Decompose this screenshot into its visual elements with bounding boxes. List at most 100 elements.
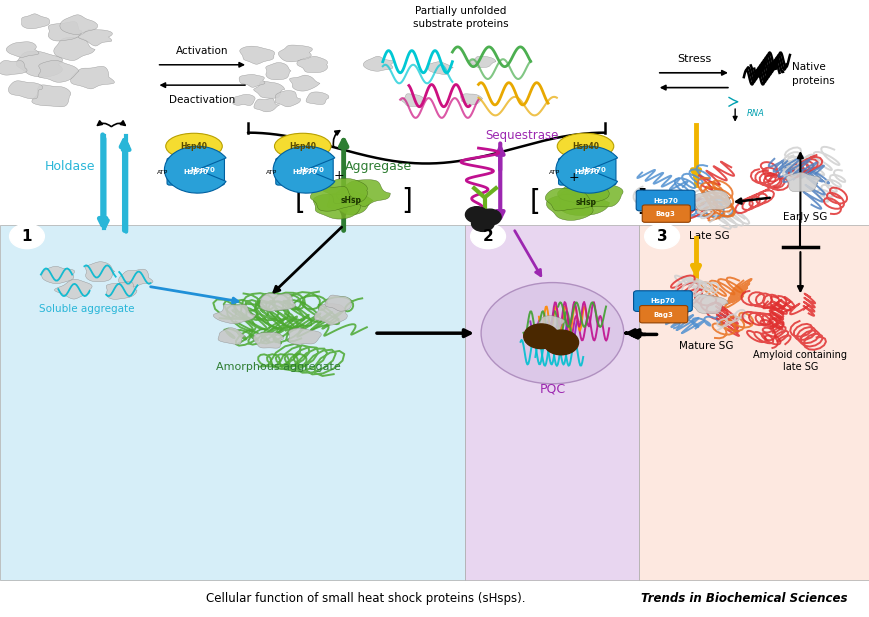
Text: Hsp70: Hsp70 — [574, 169, 599, 175]
Polygon shape — [22, 14, 50, 29]
Text: [: [ — [529, 188, 540, 217]
Text: Sequestrase: Sequestrase — [485, 129, 558, 143]
Text: Native
proteins: Native proteins — [791, 62, 833, 86]
Polygon shape — [322, 178, 367, 204]
FancyBboxPatch shape — [167, 158, 224, 185]
FancyBboxPatch shape — [633, 291, 692, 312]
Text: Late SG: Late SG — [688, 231, 728, 241]
Text: Holdase: Holdase — [44, 160, 95, 173]
Polygon shape — [254, 98, 279, 112]
Polygon shape — [460, 94, 482, 105]
Polygon shape — [288, 328, 321, 344]
Ellipse shape — [165, 133, 222, 159]
Polygon shape — [693, 190, 730, 210]
Polygon shape — [428, 62, 453, 75]
Text: sHsp: sHsp — [341, 196, 362, 205]
Circle shape — [644, 224, 679, 249]
Polygon shape — [42, 267, 75, 284]
Text: sHsp: sHsp — [575, 198, 596, 207]
Text: Aggregase: Aggregase — [344, 160, 412, 173]
Polygon shape — [325, 295, 351, 311]
Wedge shape — [555, 146, 617, 193]
FancyBboxPatch shape — [639, 305, 687, 323]
Text: Soluble aggregate: Soluble aggregate — [39, 304, 135, 313]
Polygon shape — [296, 56, 328, 73]
Text: Hsp70: Hsp70 — [292, 169, 316, 175]
Polygon shape — [278, 45, 312, 62]
Polygon shape — [546, 194, 593, 220]
Polygon shape — [253, 333, 283, 348]
Text: Partially unfolded
substrate proteins: Partially unfolded substrate proteins — [413, 6, 508, 30]
Polygon shape — [106, 281, 136, 299]
Polygon shape — [60, 15, 97, 35]
Text: Hsp70: Hsp70 — [650, 298, 674, 304]
Bar — [639, 225, 869, 580]
Polygon shape — [266, 62, 290, 80]
Circle shape — [465, 207, 488, 223]
Polygon shape — [0, 60, 27, 75]
Polygon shape — [306, 92, 328, 104]
Text: +: + — [568, 171, 579, 184]
Text: Activation: Activation — [176, 46, 228, 56]
Polygon shape — [54, 38, 95, 60]
Text: Early SG: Early SG — [781, 212, 826, 222]
FancyBboxPatch shape — [558, 158, 615, 185]
Circle shape — [470, 224, 505, 249]
Text: Hsp70: Hsp70 — [581, 167, 606, 173]
Text: Trends in Biochemical Sciences: Trends in Biochemical Sciences — [640, 592, 846, 605]
Polygon shape — [85, 262, 115, 282]
Polygon shape — [275, 91, 300, 107]
Text: Mature SG: Mature SG — [679, 341, 733, 350]
Polygon shape — [70, 67, 115, 89]
Circle shape — [471, 215, 494, 231]
Polygon shape — [558, 190, 608, 215]
Polygon shape — [690, 294, 727, 313]
Text: 1: 1 — [22, 229, 32, 244]
Polygon shape — [32, 85, 70, 107]
Polygon shape — [213, 304, 255, 324]
Text: ATP: ATP — [548, 170, 559, 175]
Circle shape — [543, 330, 578, 355]
Polygon shape — [17, 51, 63, 77]
Polygon shape — [48, 22, 82, 41]
Polygon shape — [401, 94, 424, 107]
Ellipse shape — [557, 133, 614, 159]
Ellipse shape — [275, 133, 330, 159]
Wedge shape — [273, 146, 335, 193]
Text: 2: 2 — [482, 229, 493, 244]
Text: +: + — [334, 169, 344, 183]
Text: Hsp70: Hsp70 — [190, 167, 215, 173]
Polygon shape — [545, 188, 593, 211]
Polygon shape — [327, 189, 373, 215]
Text: Hsp70: Hsp70 — [299, 167, 323, 173]
Polygon shape — [313, 194, 361, 219]
Text: Hsp70: Hsp70 — [653, 197, 677, 204]
Polygon shape — [218, 328, 245, 344]
Polygon shape — [240, 46, 275, 64]
Bar — [0, 225, 465, 580]
Polygon shape — [557, 179, 608, 205]
Polygon shape — [260, 293, 295, 311]
Text: ATP: ATP — [266, 170, 276, 175]
Polygon shape — [310, 186, 357, 211]
Polygon shape — [118, 269, 153, 287]
Text: Cellular function of small heat shock proteins (sHsps).: Cellular function of small heat shock pr… — [205, 592, 525, 605]
Polygon shape — [254, 81, 284, 98]
Polygon shape — [78, 30, 112, 46]
Text: Amorphous aggregate: Amorphous aggregate — [216, 362, 341, 372]
Polygon shape — [9, 81, 43, 99]
Text: ]: ] — [636, 188, 647, 217]
Text: Amyloid containing
late SG: Amyloid containing late SG — [753, 350, 846, 372]
Text: Deactivation: Deactivation — [169, 95, 235, 105]
Circle shape — [481, 283, 623, 384]
Polygon shape — [38, 60, 79, 82]
Text: Hsp40: Hsp40 — [289, 142, 316, 151]
Text: Hsp40: Hsp40 — [180, 142, 208, 151]
Polygon shape — [538, 316, 564, 331]
FancyBboxPatch shape — [635, 190, 694, 211]
FancyBboxPatch shape — [641, 205, 690, 222]
Bar — [465, 225, 639, 580]
Polygon shape — [232, 94, 255, 106]
Polygon shape — [336, 180, 390, 207]
FancyBboxPatch shape — [275, 158, 333, 185]
